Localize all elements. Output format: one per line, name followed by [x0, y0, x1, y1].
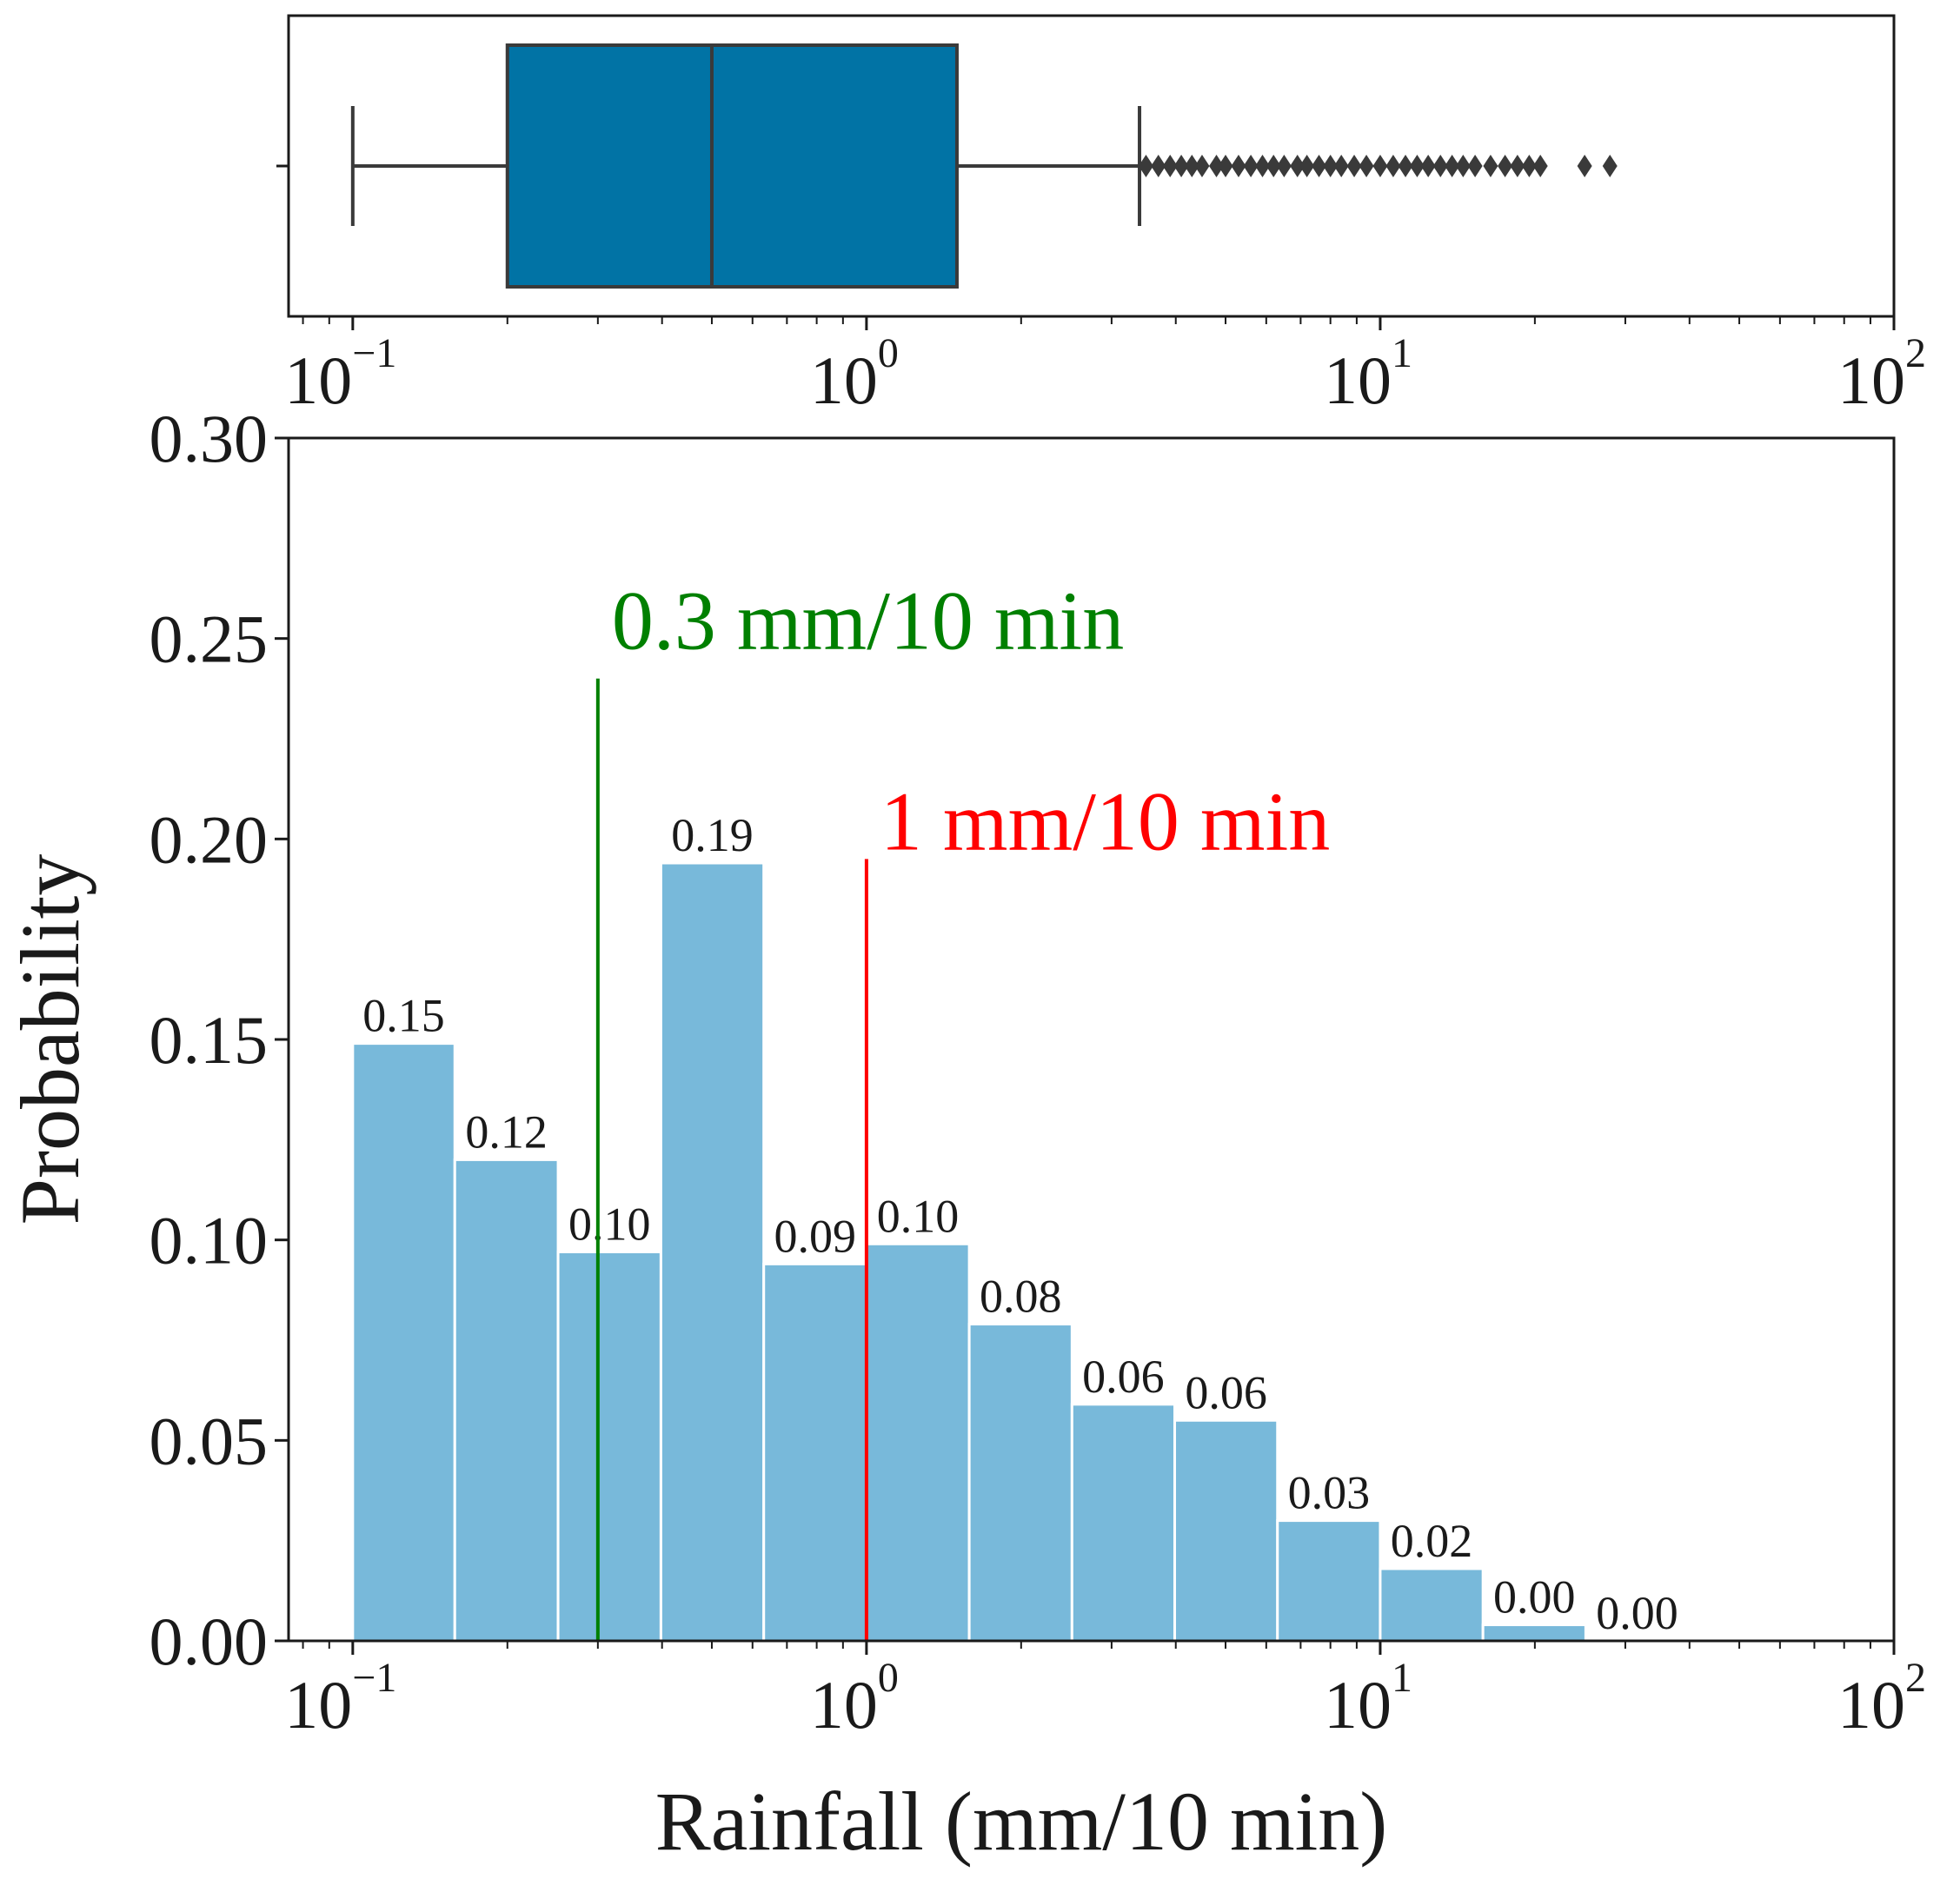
outlier-point: [1312, 155, 1327, 177]
outlier-point: [1398, 155, 1413, 177]
bar-value-label: 0.03: [1288, 1467, 1371, 1519]
y-axis-title: Probability: [3, 854, 96, 1225]
outlier-point: [1276, 155, 1292, 177]
histogram-bar: [1173, 1418, 1279, 1643]
boxplot-x-tick-label: 101: [1324, 330, 1412, 418]
outlier-point: [1266, 155, 1281, 177]
y-tick-label: 0.30: [149, 401, 269, 476]
outlier-point: [1577, 155, 1592, 177]
y-tick-label: 0.15: [149, 1002, 269, 1078]
outlier-point: [1209, 155, 1225, 177]
outlier-point: [1455, 155, 1471, 177]
boxplot-panel: 10−1 100 101 102: [276, 14, 1926, 418]
histogram-bar: [967, 1323, 1073, 1643]
histogram-bar: [1481, 1623, 1587, 1643]
outlier-point: [1445, 155, 1460, 177]
boxplot-x-tick-label: 102: [1837, 330, 1926, 418]
outlier-point: [1151, 155, 1166, 177]
bar-value-label: 0.12: [465, 1105, 548, 1158]
outlier-point: [1231, 155, 1246, 177]
histogram-x-axis: 10−1 100 101 102: [284, 1641, 1926, 1743]
outlier-point: [1243, 155, 1259, 177]
boxplot-x-tick-label: 100: [810, 330, 899, 418]
histogram-bar: [453, 1158, 560, 1643]
histogram-bar: [659, 861, 766, 1643]
threshold-annotations: 0.3 mm/10 min 1 mm/10 min: [595, 574, 1330, 1641]
histogram-y-axis: 0.00 0.05 0.10 0.15 0.20 0.25 0.30: [149, 401, 289, 1679]
outlier-point: [1510, 155, 1525, 177]
outlier-point: [1255, 155, 1271, 177]
histogram-x-tick-label: 102: [1837, 1655, 1926, 1743]
histogram-bar: [351, 1042, 456, 1643]
outlier-point: [1184, 155, 1199, 177]
x-axis-title: Rainfall (mm/10 min): [655, 1775, 1388, 1868]
outlier-point: [1372, 155, 1388, 177]
outlier-point: [1333, 155, 1349, 177]
outlier-point: [1173, 155, 1189, 177]
y-tick-label: 0.25: [149, 601, 269, 677]
boxplot-body: [350, 43, 1142, 289]
outlier-point: [1532, 155, 1548, 177]
histogram-bar: [865, 1242, 971, 1643]
bar-value-label: 0.19: [671, 809, 754, 861]
histogram-bar: [1379, 1567, 1485, 1643]
outlier-point: [1323, 155, 1339, 177]
y-tick-label: 0.10: [149, 1203, 269, 1278]
threshold-green-label: 0.3 mm/10 min: [612, 574, 1124, 667]
bar-value-label: 0.00: [1493, 1571, 1576, 1623]
bar-value-label: 0.06: [1082, 1351, 1165, 1403]
bar-value-label: 0.08: [980, 1271, 1062, 1323]
boxplot-outliers: [1138, 155, 1618, 177]
outlier-point: [1138, 155, 1153, 177]
histogram-bar: [1276, 1519, 1382, 1643]
histogram-bar: [762, 1262, 868, 1643]
bar-value-label: 0.09: [774, 1210, 857, 1262]
outlier-point: [1385, 155, 1401, 177]
bar-value-label: 0.02: [1391, 1515, 1473, 1567]
outlier-point: [1162, 155, 1178, 177]
boxplot-x-tick-label: 10−1: [284, 330, 396, 418]
outlier-point: [1290, 155, 1306, 177]
histogram-x-tick-label: 100: [810, 1655, 899, 1743]
bar-value-label: 0.15: [362, 990, 445, 1042]
bar-value-label: 0.10: [877, 1190, 960, 1242]
outlier-point: [1299, 155, 1315, 177]
histogram-bar: [556, 1251, 662, 1643]
y-tick-label: 0.00: [149, 1603, 269, 1679]
outlier-point: [1432, 155, 1448, 177]
threshold-red-label: 1 mm/10 min: [880, 774, 1330, 867]
histogram-panel: 0.15 0.12 0.10 0.19 0.09 0.10 0.08 0.06 0.06 0.03…: [3, 401, 1926, 1868]
outlier-point: [1346, 155, 1362, 177]
bar-value-label: 0.00: [1596, 1587, 1678, 1639]
histogram-bar: [1070, 1403, 1177, 1643]
bar-value-label: 0.10: [568, 1198, 651, 1251]
outlier-point: [1467, 155, 1483, 177]
histogram-x-tick-label: 10−1: [284, 1655, 396, 1743]
outlier-point: [1409, 155, 1425, 177]
interquartile-box: [505, 43, 959, 289]
histogram-bars: [351, 861, 1587, 1643]
outlier-point: [1521, 155, 1537, 177]
y-tick-label: 0.05: [149, 1403, 269, 1478]
y-tick-label: 0.20: [149, 801, 269, 877]
outlier-point: [1359, 155, 1374, 177]
outlier-point: [1218, 155, 1233, 177]
outlier-point: [1420, 155, 1436, 177]
histogram-x-tick-label: 101: [1324, 1655, 1412, 1743]
outlier-point: [1194, 155, 1210, 177]
histogram-value-labels: 0.15 0.12 0.10 0.19 0.09 0.10 0.08 0.06 0.06 0.03…: [362, 809, 1678, 1639]
outlier-point: [1602, 155, 1618, 177]
boxplot-x-axis: 10−1 100 101 102: [284, 316, 1926, 418]
bar-value-label: 0.06: [1185, 1366, 1267, 1418]
outlier-point: [1498, 155, 1513, 177]
outlier-point: [1483, 155, 1498, 177]
